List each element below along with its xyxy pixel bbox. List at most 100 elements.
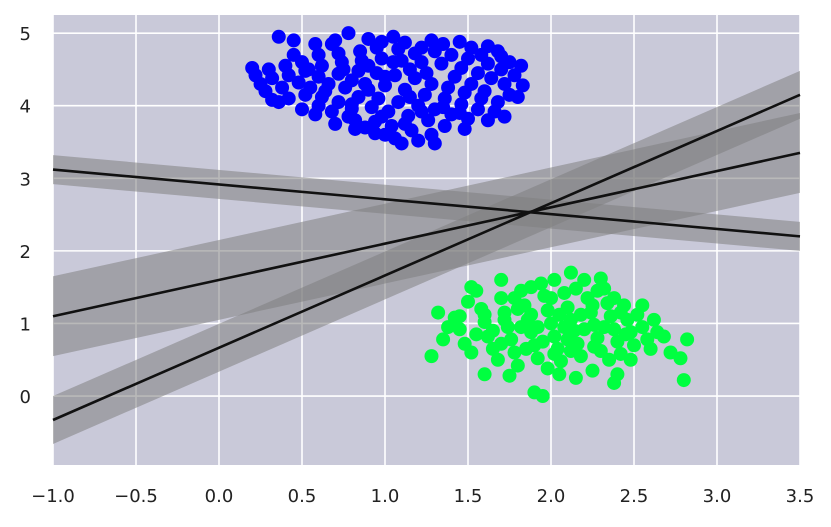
scatter-point: [577, 272, 592, 287]
scatter-point: [364, 100, 379, 115]
scatter-point: [540, 361, 555, 376]
scatter-point: [281, 68, 296, 83]
scatter-point: [286, 33, 301, 48]
scatter-point: [563, 265, 578, 280]
scatter-point: [464, 76, 479, 91]
scatter-point: [510, 358, 525, 373]
scatter-point: [391, 95, 406, 110]
scatter-point: [535, 334, 550, 349]
scatter-point: [563, 344, 578, 359]
fit-line: [52, 151, 801, 318]
scatter-point: [568, 281, 583, 296]
scatter-point: [656, 329, 671, 344]
scatter-point: [452, 34, 467, 49]
scatter-point: [358, 120, 373, 135]
y-tick-label: 0: [20, 387, 31, 408]
scatter-point: [391, 42, 406, 57]
scatter-point: [477, 367, 492, 382]
scatter-point: [341, 109, 356, 124]
scatter-point: [414, 55, 429, 70]
scatter-point: [402, 90, 417, 105]
scatter-point: [344, 73, 359, 88]
scatter-point: [311, 47, 326, 62]
scatter-point: [265, 71, 280, 86]
scatter-point: [253, 76, 268, 91]
scatter-point: [560, 332, 575, 347]
x-tick-label: 1.0: [371, 486, 400, 507]
scatter-point: [361, 31, 376, 46]
scatter-point: [295, 102, 309, 117]
scatter-point: [414, 104, 429, 119]
scatter-point: [507, 291, 522, 306]
scatter-point: [271, 29, 286, 44]
scatter-point: [585, 363, 600, 378]
scatter-point: [502, 368, 517, 383]
scatter-point: [602, 352, 617, 367]
x-tick-label: −0.5: [114, 486, 158, 507]
scatter-point: [577, 322, 592, 337]
x-tick-label: 2.0: [537, 486, 566, 507]
scatter-point: [485, 323, 500, 338]
scatter-point: [308, 37, 323, 52]
scatter-point: [419, 66, 434, 81]
scatter-point: [464, 280, 479, 295]
x-tick-label: 3.5: [786, 486, 815, 507]
scatter-point: [627, 338, 641, 353]
scatter-point: [461, 294, 475, 309]
scatter-point: [635, 320, 650, 335]
scatter-point: [597, 320, 612, 335]
x-tick-label: 2.5: [620, 486, 649, 507]
scatter-point: [494, 291, 509, 306]
scatter-point: [411, 133, 426, 148]
scatter-point: [680, 332, 695, 347]
scatter-point: [275, 80, 290, 95]
scatter-point: [341, 26, 356, 41]
scatter-point: [507, 68, 522, 83]
scatter-point: [510, 301, 525, 316]
scatter-point: [593, 271, 608, 286]
scatter-point: [557, 285, 572, 300]
scatter-point: [469, 327, 484, 342]
x-tick-label: 0.5: [288, 486, 317, 507]
scatter-point: [452, 105, 467, 120]
scatter-point: [494, 336, 509, 351]
scatter-point: [424, 76, 439, 91]
scatter-point: [301, 62, 316, 77]
scatter-point: [497, 76, 512, 91]
scatter-point: [568, 370, 583, 385]
scatter-point: [361, 58, 376, 73]
fit-lines: [52, 93, 801, 422]
scatter-point: [490, 352, 505, 367]
y-tick-label: 2: [20, 242, 31, 263]
scatter-point: [552, 367, 567, 382]
scatter-point: [427, 44, 442, 59]
scatter-point: [361, 82, 376, 97]
scatter-point: [547, 329, 562, 344]
scatter-point: [480, 56, 495, 71]
scatter-point: [590, 283, 605, 298]
scatter-point: [635, 298, 650, 313]
scatter-point: [494, 49, 509, 64]
scatter-point: [336, 62, 351, 77]
scatter-point: [519, 341, 534, 356]
scatter-point: [303, 80, 318, 95]
scatter-point: [530, 320, 545, 335]
scatter-point: [374, 109, 389, 124]
scatter-point: [618, 327, 633, 342]
scatter-point: [441, 80, 456, 95]
y-tick-label: 4: [20, 97, 31, 118]
scatter-point: [484, 71, 499, 86]
scatter-point: [494, 62, 509, 77]
scatter-point: [369, 40, 384, 55]
scatter-point: [457, 121, 472, 136]
scatter-point: [452, 309, 467, 324]
scatter-point: [676, 373, 691, 388]
scatter-point: [623, 352, 638, 367]
scatter-point: [607, 291, 622, 306]
x-tick-label: 1.5: [454, 486, 483, 507]
y-tick-label: 3: [20, 169, 31, 190]
scatter-point: [494, 272, 509, 287]
scatter-point: [643, 341, 658, 356]
